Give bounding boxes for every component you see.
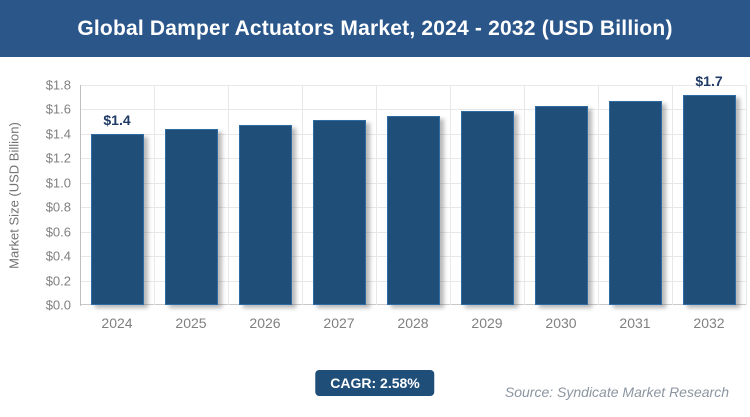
x-axis-label: 2027 [323,315,355,331]
y-axis-line [80,85,81,306]
chart-title-bar: Global Damper Actuators Market, 2024 - 2… [0,0,750,57]
y-axis-tick-labels: $0.0 $0.2 $0.4 $0.6 $0.8 $1.0 $1.2 $1.4 $1.6 $1.8 [0,78,71,313]
x-axis-label: 2026 [249,315,281,331]
x-axis-label: 2025 [175,315,207,331]
plot-area: $1.4 $1.7 [80,73,747,305]
bar-2029 [460,110,514,305]
bar-2027 [312,120,366,305]
gridline-vertical [746,85,747,305]
gridline-vertical [524,85,525,305]
x-axis-label: 2032 [693,315,725,331]
chart-title: Global Damper Actuators Market, 2024 - 2… [77,16,673,40]
x-axis-label: 2029 [471,315,503,331]
y-tick-label: $0.0 [45,297,71,313]
bar-2032 [682,94,736,305]
x-axis-label: 2028 [397,315,429,331]
y-tick-label: $1.4 [45,126,71,142]
y-tick-label: $0.4 [45,248,71,264]
x-axis-label: 2031 [619,315,651,331]
bar-2031 [608,100,662,305]
gridline-vertical [228,85,229,305]
gridline-vertical [302,85,303,305]
gridline-vertical [154,85,155,305]
source-attribution: Source: Syndicate Market Research [504,384,729,400]
bar-2024 [90,133,144,305]
bar-value-label: $1.7 [695,72,723,89]
bar-2030 [534,105,588,305]
gridline-horizontal [80,109,746,111]
gridline-vertical [376,85,377,305]
y-tick-label: $0.6 [45,224,71,240]
gridline-vertical [672,85,673,305]
y-tick-label: $0.8 [45,199,71,215]
bar-2025 [164,129,218,305]
y-tick-label: $1.6 [45,101,71,117]
bar-value-label: $1.4 [103,111,131,128]
x-axis-label: 2024 [101,315,133,331]
x-axis-label: 2030 [545,315,577,331]
y-tick-label: $1.2 [45,150,71,166]
gridline-horizontal [80,85,746,86]
cagr-badge: CAGR: 2.58% [315,370,435,396]
gridline-vertical [450,85,451,305]
y-tick-label: $1.8 [45,77,71,93]
bar-2028 [386,115,440,305]
bar-2026 [238,125,292,305]
gridline-vertical [598,85,599,305]
y-tick-label: $0.2 [45,273,71,289]
x-axis-labels: 2024 2025 2026 2027 2028 2029 2030 2031 2032 [80,315,746,335]
y-tick-label: $1.0 [45,175,71,191]
